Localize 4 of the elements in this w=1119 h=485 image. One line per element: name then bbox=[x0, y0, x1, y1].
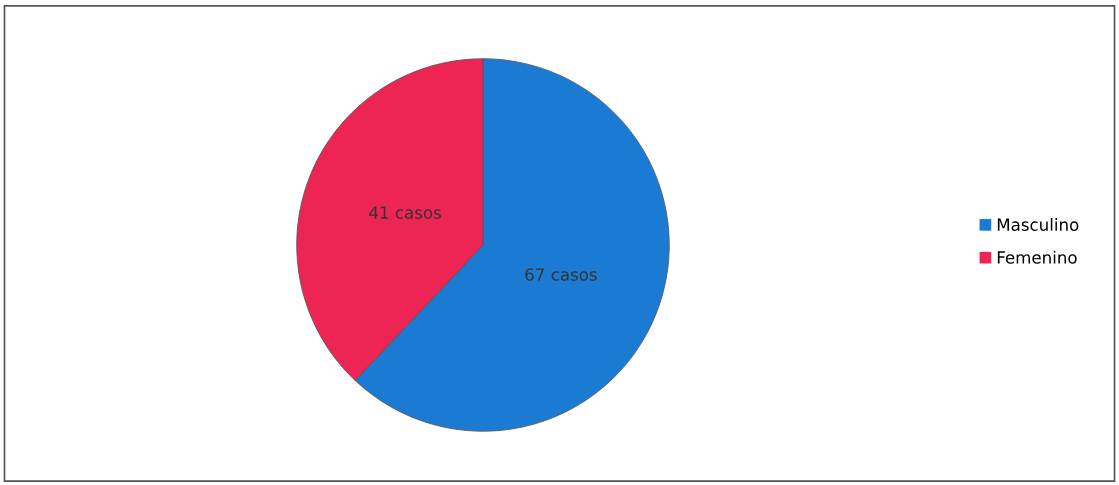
data-label: 67 casos bbox=[525, 268, 597, 281]
legend-label: Masculino bbox=[997, 218, 1079, 231]
legend-label: Femenino bbox=[997, 250, 1077, 264]
data-label: 41 casos bbox=[369, 206, 442, 219]
